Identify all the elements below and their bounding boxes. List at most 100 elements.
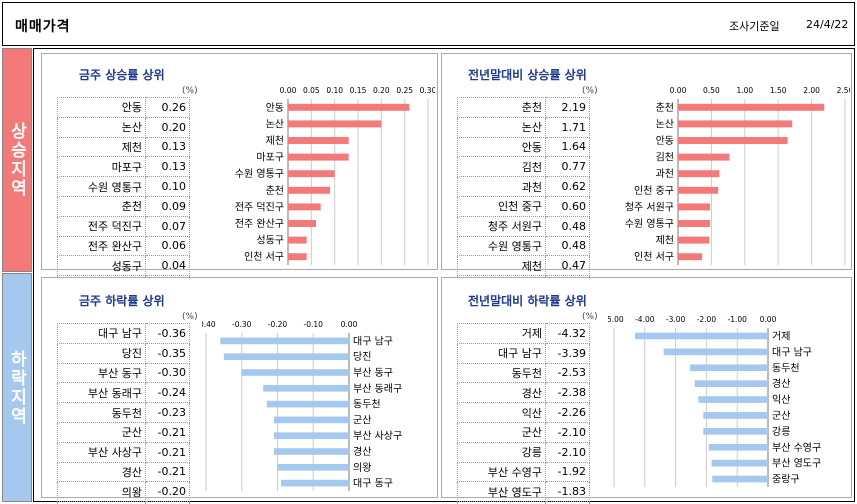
region-name: 강릉 — [457, 441, 546, 463]
x-tick-label: 0.00 — [760, 315, 777, 324]
category-label: 군산 — [772, 410, 790, 422]
region-name: 부산 수영구 — [457, 461, 546, 483]
category-label: 마포구 — [256, 152, 284, 164]
category-label: 동두천 — [353, 399, 381, 411]
panel-ytd-fall: 전년말대비 하락률 상위 (%) 거제 -4.32 대구 남구 -3.39 동두천 -2.… — [441, 277, 852, 504]
change-value: -0.21 — [145, 421, 190, 443]
region-name: 청주 서원구 — [457, 215, 546, 237]
change-value: -0.21 — [145, 441, 190, 463]
change-value: -0.19 — [145, 501, 190, 504]
region-name: 부산 영도구 — [457, 481, 546, 503]
bar — [273, 448, 349, 455]
table-row: 거제 -4.32 — [457, 323, 590, 344]
x-tick-label: -5.00 — [608, 315, 624, 324]
bar — [288, 137, 349, 144]
bar — [241, 369, 349, 376]
panel-weekly-rise: 금주 상승률 상위 (%) 안동 0.26 논산 0.20 제천 0.13 마포구 0.13 수… — [41, 53, 438, 296]
bar — [634, 332, 768, 340]
ranking-table: 대구 남구 -0.36 당진 -0.35 부산 동구 -0.30 부산 동래구 -0.24 동두… — [57, 323, 190, 504]
category-label: 군산 — [353, 414, 371, 426]
region-name: 부산 사상구 — [57, 441, 146, 463]
panel-title: 전년말대비 상승률 상위 — [468, 68, 587, 82]
region-name: 대구 남구 — [57, 323, 146, 344]
bar — [288, 203, 321, 211]
table-row: 청주 서원구 0.48 — [457, 215, 590, 237]
change-value: -0.36 — [145, 323, 190, 344]
table-row: 수원 영통구 0.10 — [57, 176, 190, 197]
bar — [220, 337, 349, 345]
bar — [288, 186, 330, 194]
bar — [694, 380, 768, 387]
change-value: 2.19 — [545, 97, 590, 118]
category-label: 익산 — [772, 394, 790, 406]
table-row: 동두천 -2.53 — [457, 362, 590, 384]
category-label: 거제 — [772, 330, 790, 342]
change-value: 1.71 — [545, 116, 590, 138]
region-name: 논산 — [57, 116, 146, 138]
x-tick-label: 2.00 — [803, 86, 820, 95]
change-value: 0.77 — [545, 156, 590, 178]
x-tick-label: 0.50 — [703, 86, 720, 95]
ranking-table: 안동 0.26 논산 0.20 제천 0.13 마포구 0.13 수원 영통구 0.10 춘천 0.0… — [57, 97, 190, 296]
change-value: 0.10 — [145, 176, 190, 197]
table-row: 논산 1.71 — [457, 116, 590, 138]
region-name: 거제 — [457, 323, 546, 344]
region-name: 전주 덕진구 — [57, 215, 146, 237]
category-label: 인천 서구 — [244, 251, 284, 263]
x-tick-label: 0.10 — [326, 86, 343, 95]
bar — [288, 253, 307, 261]
x-tick-label: -0.40 — [202, 320, 216, 329]
falling-region-label: 하락지역 — [2, 273, 32, 502]
table-row: 논산 0.20 — [57, 116, 190, 138]
category-label: 인천 서구 — [634, 251, 674, 263]
unit-label: (%) — [582, 312, 598, 322]
region-name: 김천 — [457, 156, 546, 178]
change-value: -0.23 — [145, 402, 190, 423]
bar — [663, 348, 768, 356]
change-value: 0.48 — [545, 215, 590, 237]
region-name: 동두천 — [457, 362, 546, 384]
change-value: -0.30 — [145, 362, 190, 384]
bar — [678, 103, 825, 111]
region-name: 대구 남구 — [457, 342, 546, 364]
category-label: 수원 영통구 — [625, 218, 674, 230]
change-value: -1.83 — [545, 481, 590, 503]
change-value: 0.62 — [545, 176, 590, 197]
change-value: 0.60 — [545, 195, 590, 217]
x-tick-label: -0.30 — [232, 320, 252, 329]
table-row: 강릉 -2.10 — [457, 441, 590, 463]
change-value: 0.09 — [145, 195, 190, 217]
panel-title: 전년말대비 하락률 상위 — [468, 294, 587, 308]
table-row: 제천 0.13 — [57, 136, 190, 158]
category-label: 춘천 — [266, 185, 284, 197]
bar — [288, 120, 382, 128]
region-name: 수원 영통구 — [457, 235, 546, 257]
bar — [711, 459, 768, 467]
region-name: 의왕 — [57, 481, 146, 503]
x-tick-label: 0.30 — [420, 86, 435, 95]
x-tick-label: -4.00 — [635, 315, 655, 324]
panel-title: 금주 상승률 상위 — [79, 68, 165, 82]
table-row: 안동 0.26 — [57, 97, 190, 118]
category-label: 제천 — [656, 235, 674, 247]
table-row: 성동구 0.04 — [57, 255, 190, 277]
table-row: 당진 -0.35 — [57, 342, 190, 364]
region-name: 인천 중구 — [457, 195, 546, 217]
bar — [703, 428, 768, 435]
panel-title: 금주 하락률 상위 — [79, 294, 165, 308]
category-label: 안동 — [266, 102, 284, 114]
change-value: 0.04 — [145, 255, 190, 277]
region-name: 과천 — [457, 176, 546, 197]
category-label: 논산 — [266, 118, 284, 130]
bar — [266, 400, 349, 408]
bar — [277, 463, 349, 471]
bar — [263, 384, 349, 392]
bar — [273, 432, 349, 440]
change-value: 0.13 — [145, 156, 190, 178]
region-name: 동두천 — [57, 402, 146, 423]
bar — [223, 353, 349, 361]
region-name: 논산 — [457, 116, 546, 138]
table-row: 군산 -2.10 — [457, 421, 590, 443]
category-label: 대구 남구 — [353, 335, 393, 347]
